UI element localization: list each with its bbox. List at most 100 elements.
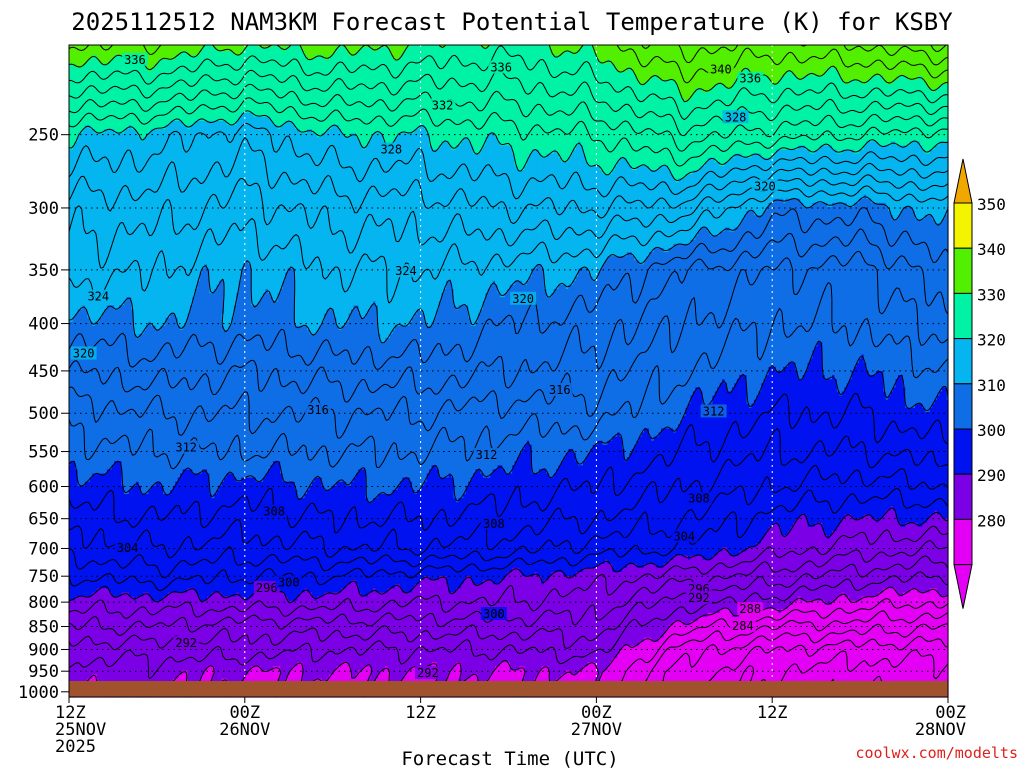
contour-label-text: 296: [256, 581, 278, 595]
temperature-cell: [209, 596, 213, 667]
temperature-cell: [636, 440, 640, 569]
temperature-cell: [749, 71, 753, 159]
isentrope-326: [68, 137, 949, 225]
temperature-cell: [553, 149, 557, 290]
temperature-cell: [619, 71, 623, 159]
temperature-cell: [604, 45, 608, 65]
temperature-cell: [250, 596, 254, 667]
temperature-cell: [734, 617, 738, 698]
temperature-cell: [84, 481, 88, 598]
temperature-cell: [353, 133, 357, 306]
temperature-cell: [97, 321, 101, 475]
temperature-cell: [858, 600, 862, 698]
temperature-cell: [399, 588, 403, 684]
temperature-cell: [570, 576, 574, 676]
temperature-cell: [370, 305, 374, 503]
temperature-cell: [622, 45, 626, 73]
temperature-cell: [87, 124, 91, 319]
temperature-cell: [814, 75, 818, 151]
temperature-cell: [697, 170, 701, 233]
temperature-cell: [177, 55, 181, 122]
temperature-cell: [372, 498, 377, 589]
temperature-cell: [370, 137, 374, 306]
temperature-cell: [595, 567, 599, 667]
temperature-cell: [189, 124, 193, 306]
temperature-cell: [514, 45, 518, 167]
temperature-cell: [624, 71, 628, 159]
temperature-cell: [932, 514, 936, 589]
temperature-cell: [646, 563, 650, 639]
temperature-cell: [932, 403, 936, 516]
temperature-cell: [370, 502, 374, 594]
temperature-cell: [248, 596, 252, 671]
temperature-cell: [94, 592, 98, 676]
temperature-cell: [609, 440, 613, 565]
temperature-cell: [827, 604, 831, 698]
temperature-cell: [854, 202, 858, 368]
temperature-cell: [216, 284, 220, 491]
temperature-cell: [287, 600, 291, 676]
temperature-cell: [77, 596, 81, 696]
temperature-cell: [114, 45, 118, 56]
temperature-cell: [680, 420, 684, 557]
temperature-cell: [783, 535, 787, 610]
temperature-cell: [597, 45, 601, 60]
isentrope-contours: [68, 44, 949, 698]
temperature-cell: [614, 45, 618, 69]
temperature-cell: [905, 407, 909, 524]
temperature-cell: [609, 174, 613, 257]
temperature-cell: [646, 165, 650, 257]
temperature-cell: [211, 293, 215, 499]
temperature-cell: [97, 59, 101, 134]
temperature-cell: [570, 45, 574, 52]
temperature-cell: [182, 592, 186, 671]
temperature-cell: [624, 157, 628, 257]
temperature-cell: [414, 494, 418, 585]
temperature-cell: [868, 198, 872, 376]
temperature-cell: [184, 45, 189, 52]
temperature-cell: [233, 124, 237, 306]
temperature-cell: [631, 71, 635, 171]
temperature-cell: [895, 518, 899, 594]
temperature-cell: [731, 231, 735, 388]
temperature-cell: [819, 600, 823, 698]
temperature-cell: [873, 375, 877, 520]
temperature-cell: [180, 51, 184, 122]
temperature-cell: [329, 309, 333, 491]
temperature-cell: [629, 165, 633, 253]
temperature-cell: [790, 198, 794, 364]
temperature-cell: [910, 141, 914, 208]
temperature-cell: [573, 280, 577, 454]
temperature-cell: [758, 75, 762, 155]
temperature-cell: [592, 51, 596, 167]
y-tick-label: 300: [28, 199, 59, 219]
temperature-cell: [92, 55, 96, 130]
temperature-cell: [880, 202, 884, 372]
temperature-cell: [807, 45, 811, 77]
isentrope-296: [68, 540, 949, 636]
temperature-cell: [739, 223, 743, 376]
contour-label: 284: [729, 618, 756, 633]
temperature-cell: [255, 45, 259, 118]
temperature-cell: [219, 485, 223, 594]
temperature-cell: [839, 522, 843, 598]
contour-label-text: 300: [483, 607, 505, 621]
temperature-cell: [260, 297, 264, 483]
temperature-cell: [846, 383, 850, 516]
temperature-cell: [512, 284, 516, 466]
temperature-cell: [624, 45, 628, 73]
temperature-cell: [839, 596, 843, 698]
temperature-cell: [651, 252, 655, 442]
temperature-cell: [492, 45, 496, 134]
temperature-cell: [829, 67, 833, 147]
temperature-cell: [358, 313, 362, 471]
temperature-cell: [797, 145, 801, 200]
temperature-cell: [622, 157, 626, 257]
temperature-cell: [604, 63, 608, 175]
temperature-cell: [116, 309, 120, 462]
temperature-cell: [822, 145, 826, 204]
temperature-cell: [934, 45, 938, 89]
temperature-cell: [797, 79, 801, 147]
temperature-cell: [324, 59, 328, 134]
temperature-cell: [753, 399, 757, 548]
